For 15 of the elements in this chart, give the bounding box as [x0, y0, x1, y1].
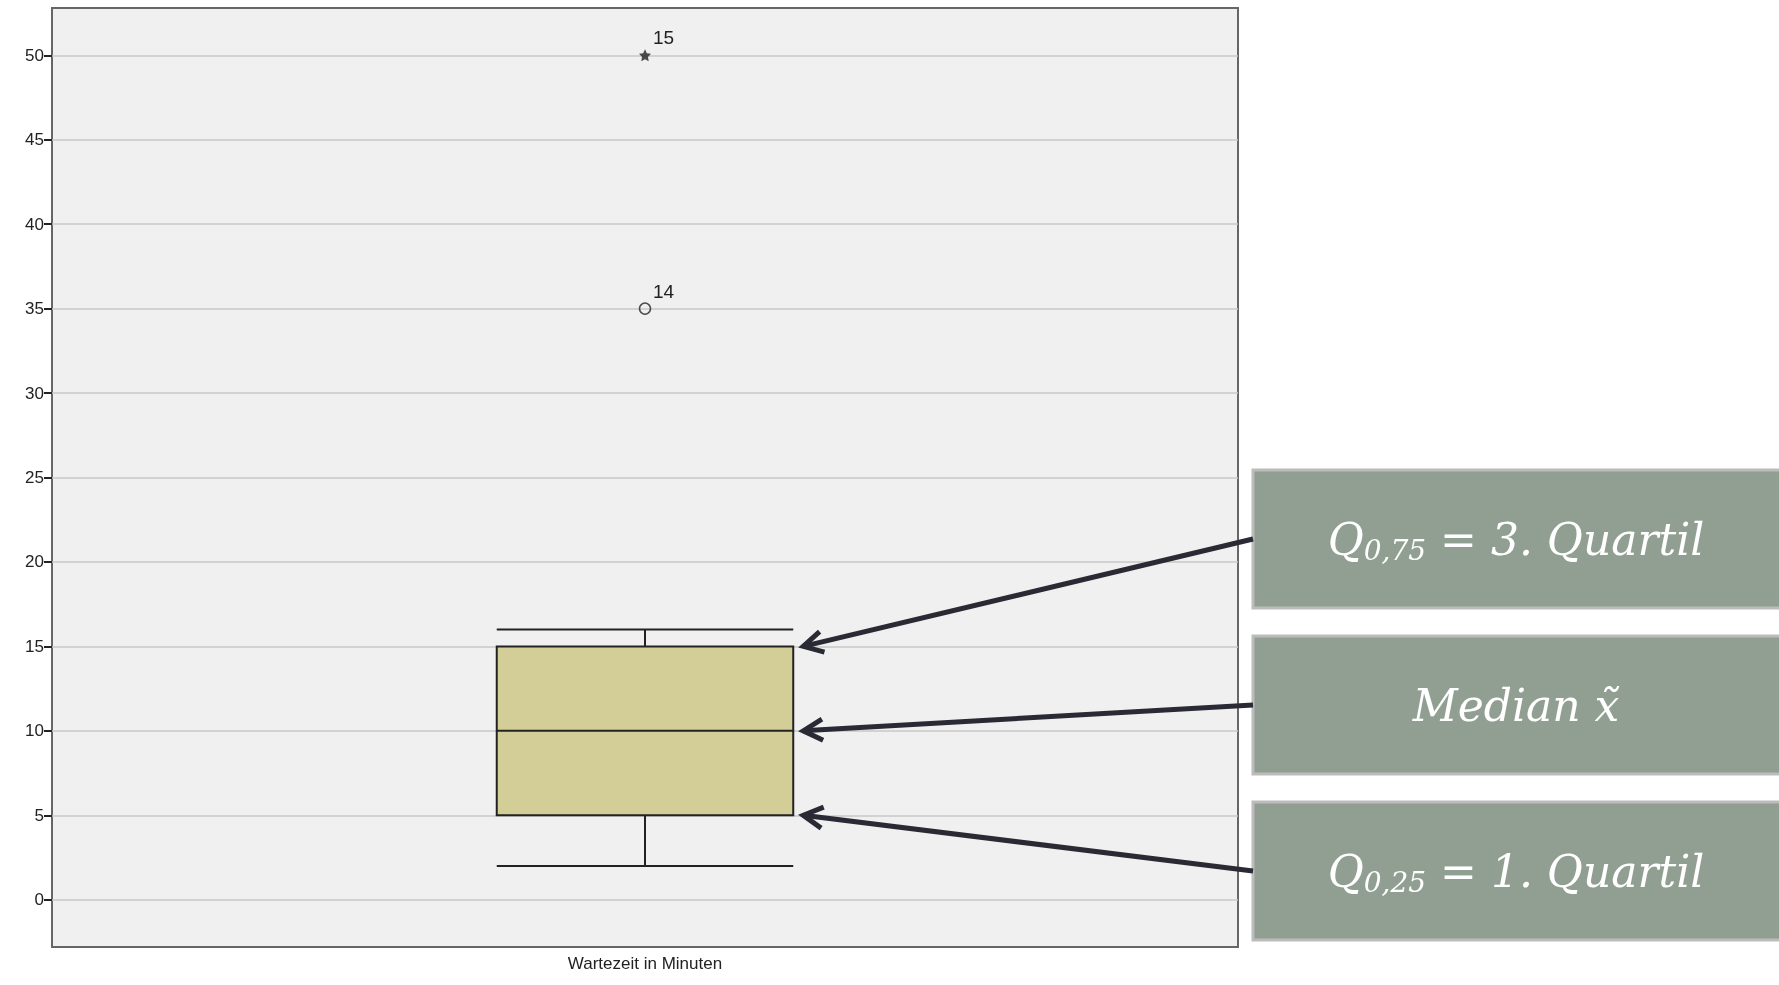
y-tick-label: 20 — [25, 552, 44, 572]
text: Median x̃ — [1411, 679, 1620, 731]
y-tick-label: 5 — [34, 805, 44, 825]
y-tick-label: 50 — [25, 45, 44, 65]
y-tick-label: 40 — [25, 214, 44, 234]
y-tick-label: 10 — [25, 721, 44, 741]
y-tick-label: 25 — [25, 468, 44, 487]
y-tick-label: 45 — [25, 130, 44, 150]
y-tick-label: 30 — [25, 383, 44, 403]
y-tick-label: 0 — [34, 890, 44, 910]
annotation: 15 — [653, 27, 675, 49]
y-tick-label: 35 — [25, 299, 44, 319]
x-tick-label: Wartezeit in Minuten — [567, 954, 723, 973]
y-tick-label: 15 — [25, 636, 44, 656]
annotation: 14 — [653, 280, 675, 302]
